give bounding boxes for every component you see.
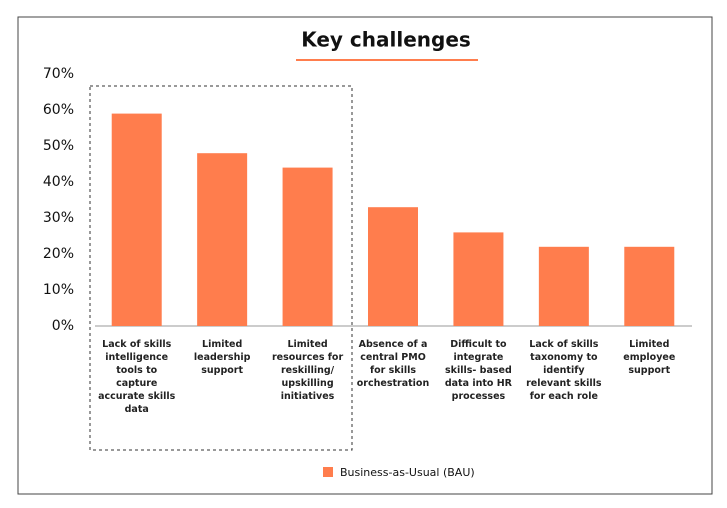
legend-swatch [323,467,333,477]
y-tick-label: 0% [52,318,74,334]
bar [197,153,248,326]
y-tick-label: 10% [43,282,74,298]
y-tick-label: 40% [43,174,74,190]
bar [453,232,504,326]
x-tick-label: Limited leadership support [193,339,251,376]
x-tick-label: Limited employee support [623,339,676,376]
bar [368,207,418,326]
legend-label: Business-as-Usual (BAU) [340,466,475,479]
x-tick-label: Limited resources for reskilling/ upskil… [271,339,344,402]
y-tick-label: 60% [43,102,74,118]
bar [111,113,162,326]
x-tick-label: Absence of a central PMO for skills orch… [356,339,430,389]
x-tick-label: Difficult to integrate skills- based dat… [444,339,512,402]
y-tick-label: 50% [43,138,74,154]
frame [17,16,713,495]
x-tick-label: Lack of skills intelligence tools to cap… [98,339,176,415]
y-tick-label: 30% [43,210,74,226]
chart-title: Key challenges [301,28,471,52]
highlight-box [89,85,353,451]
bar [624,246,675,326]
y-tick-label: 20% [43,246,74,262]
y-tick-label: 70% [43,66,74,82]
bar [538,246,589,326]
bar [282,167,333,326]
x-tick-label: Lack of skills taxonomy to identify rele… [526,339,602,402]
